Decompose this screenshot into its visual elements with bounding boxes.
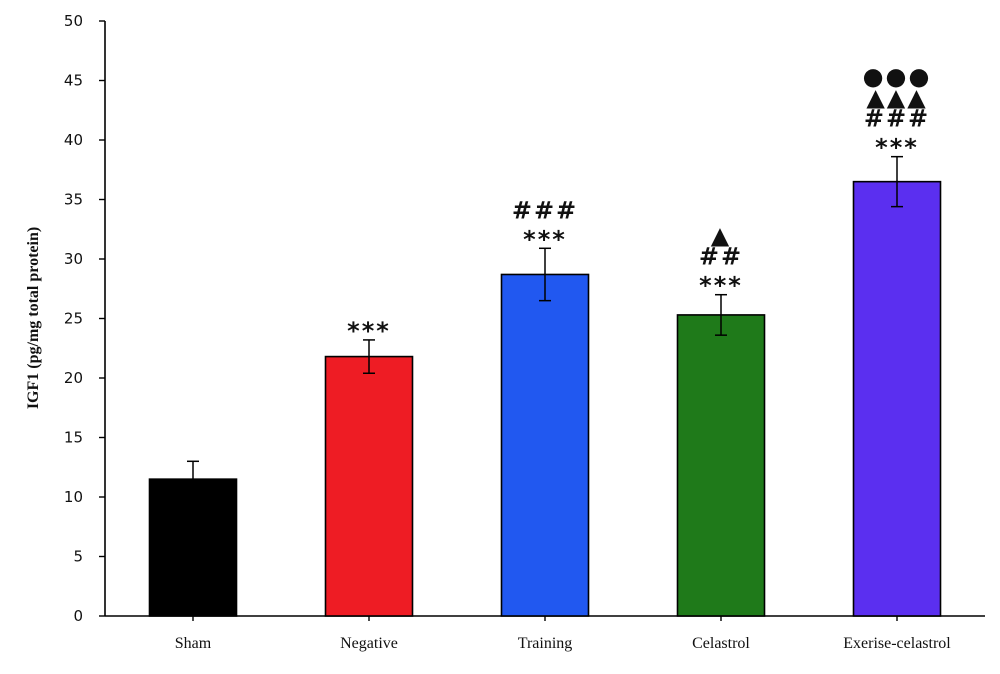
y-tick-label: 25 [64,310,83,328]
bars [148,155,942,617]
y-tick-label: 50 [64,12,83,30]
x-tick-label: Exerise-celastrol [843,635,951,652]
y-tick-label: 40 [64,131,83,149]
significance-marker: ▲▲▲ [866,84,927,112]
bar [500,273,590,617]
y-tick-label: 20 [64,369,83,387]
significance-marker: ## [699,243,743,271]
y-tick-label: 5 [73,548,83,566]
y-tick-label: 35 [64,191,83,209]
significance-marker: *** [347,317,391,345]
significance-marker: ### [512,196,578,224]
labels: Sham Negative***Training***###Celastrol**… [175,63,952,652]
bar [852,180,942,617]
bar [676,314,766,617]
significance-marker: *** [523,225,567,253]
y-tick-label: 15 [64,429,83,447]
bar [148,478,238,617]
x-tick-label: Training [518,635,573,652]
significance-marker: *** [699,272,743,300]
significance-marker: *** [875,134,919,162]
bar [324,355,414,617]
y-tick-label: 30 [64,250,83,268]
x-tick-label: Celastrol [692,635,750,652]
x-tick-label: Sham [175,635,212,652]
significance-marker: ### [864,105,930,133]
x-tick-label: Negative [340,635,398,652]
significance-marker: ●●● [863,63,932,91]
significance-marker: ▲ [711,222,731,250]
y-tick-label: 45 [64,72,83,90]
y-axis-label: IGF1 (pg/mg total protein) [25,227,42,409]
y-tick-label: 0 [73,607,83,625]
axes: 0 5 10 15 20 25 30 35 40 45 50 [64,12,985,625]
y-tick-label: 10 [64,488,83,506]
